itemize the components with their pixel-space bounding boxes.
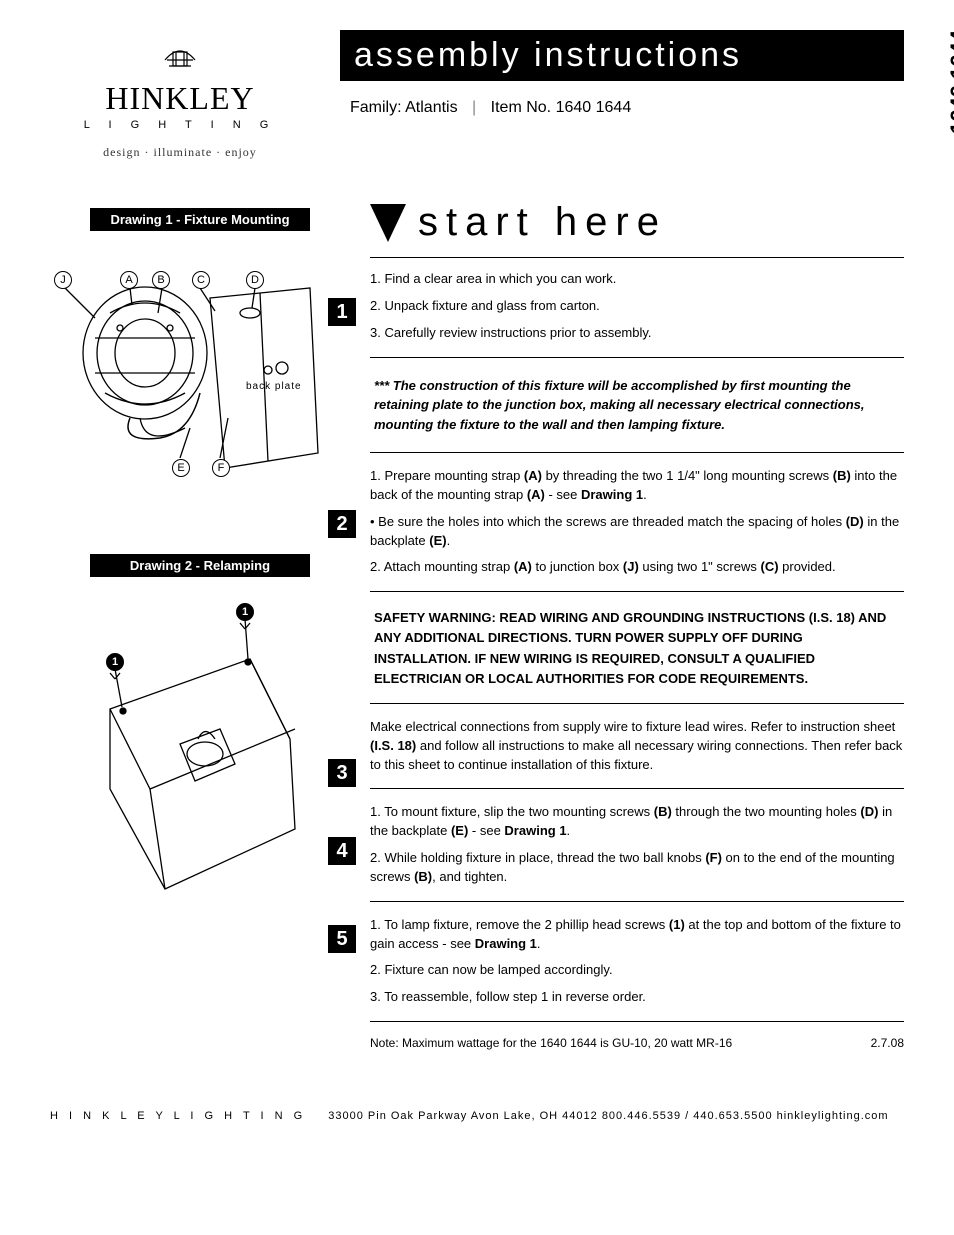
callout-1b: 1 bbox=[106, 653, 124, 671]
construction-note: *** The construction of this fixture wil… bbox=[370, 376, 904, 435]
callout-A: A bbox=[120, 271, 138, 289]
safety-warning: SAFETY WARNING: READ WIRING AND GROUNDIN… bbox=[370, 608, 904, 689]
arrow-down-icon bbox=[370, 204, 406, 242]
callout-D: D bbox=[246, 271, 264, 289]
step5-block: 1. To lamp fixture, remove the 2 phillip… bbox=[370, 916, 904, 1007]
start-here-text: start here bbox=[418, 200, 667, 245]
callout-B: B bbox=[152, 271, 170, 289]
footer-address: 33000 Pin Oak Parkway Avon Lake, OH 4401… bbox=[328, 1110, 888, 1122]
doc-date: 2.7.08 bbox=[871, 1036, 904, 1050]
page-title: assembly instructions bbox=[340, 30, 904, 81]
step3-block: Make electrical connections from supply … bbox=[370, 718, 904, 775]
callout-F: F bbox=[212, 459, 230, 477]
family-label: Family: bbox=[350, 99, 402, 116]
start-here-heading: start here bbox=[370, 200, 904, 245]
wattage-note: Note: Maximum wattage for the 1640 1644 … bbox=[370, 1036, 732, 1050]
callout-J: J bbox=[54, 271, 72, 289]
drawing2-caption: Drawing 2 - Relamping bbox=[90, 554, 310, 577]
step-5-badge: 5 bbox=[328, 925, 356, 953]
brand-name: HINKLEY bbox=[50, 80, 310, 117]
drawing1-diagram: J A B C D E F back plate 1 bbox=[50, 243, 350, 488]
step-2-badge: 2 bbox=[328, 510, 356, 538]
page-footer: H I N K L E Y L I G H T I N G 33000 Pin … bbox=[50, 1110, 904, 1122]
step-1-badge: 1 bbox=[328, 298, 356, 326]
intro-3: 3. Carefully review instructions prior t… bbox=[370, 324, 904, 343]
separator: | bbox=[472, 99, 476, 116]
brand-logo-block: HINKLEY L I G H T I N G design · illumin… bbox=[50, 30, 310, 160]
step-4-badge: 4 bbox=[328, 837, 356, 865]
family-value: Atlantis bbox=[405, 99, 457, 116]
callout-C: C bbox=[192, 271, 210, 289]
footnote-row: Note: Maximum wattage for the 1640 1644 … bbox=[370, 1036, 904, 1050]
family-line: Family: Atlantis | Item No. 1640 1644 bbox=[340, 99, 904, 117]
drawing1-caption: Drawing 1 - Fixture Mounting bbox=[90, 208, 310, 231]
brand-sub: L I G H T I N G bbox=[50, 119, 310, 131]
brand-tagline: design · illuminate · enjoy bbox=[50, 145, 310, 160]
brand-icon bbox=[159, 30, 201, 72]
item-value: 1640 1644 bbox=[556, 99, 632, 116]
step-3-badge: 3 bbox=[328, 759, 356, 787]
intro-1: 1. Find a clear area in which you can wo… bbox=[370, 270, 904, 289]
intro-steps: 1. Find a clear area in which you can wo… bbox=[370, 270, 904, 343]
footer-brand: H I N K L E Y L I G H T I N G bbox=[50, 1110, 306, 1122]
drawing2-diagram: 1 1 3 4 bbox=[50, 589, 350, 909]
item-label: Item No. bbox=[491, 99, 551, 116]
backplate-label: back plate bbox=[246, 381, 302, 392]
item-codes-vertical: 1640 1644 bbox=[946, 30, 954, 134]
callout-1a: 1 bbox=[236, 603, 254, 621]
step4-block: 1. To mount fixture, slip the two mounti… bbox=[370, 803, 904, 886]
step2-block: 1. Prepare mounting strap (A) by threadi… bbox=[370, 467, 904, 577]
intro-2: 2. Unpack fixture and glass from carton. bbox=[370, 297, 904, 316]
callout-E: E bbox=[172, 459, 190, 477]
